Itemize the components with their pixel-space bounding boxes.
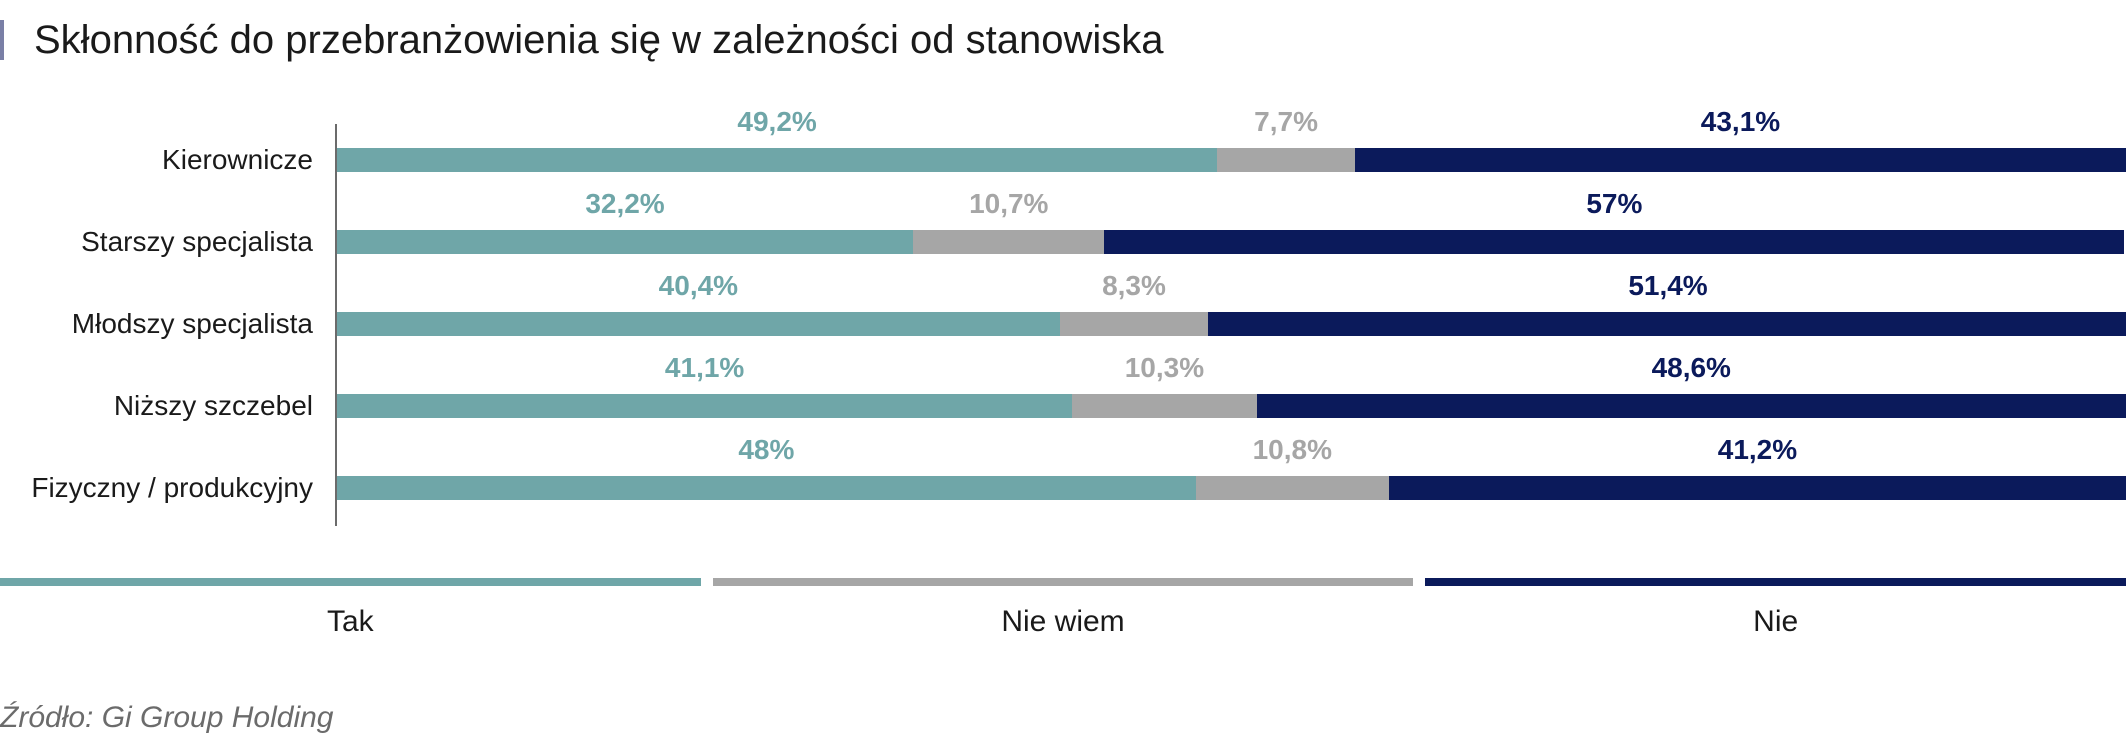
legend-label: Tak [326,605,374,638]
data-label: 48% [738,434,795,465]
source-note: Źródło: Gi Group Holding [0,701,334,734]
data-label: 8,3% [1102,270,1166,301]
category-label: Młodszy specjalista [71,308,313,339]
legend-swatch [0,578,701,586]
data-label: 7,7% [1254,106,1318,137]
data-label: 10,3% [1124,352,1205,383]
data-label: 51,4% [1628,270,1708,301]
bar-segment [337,230,914,254]
chart-title: Skłonność do przebranżowienia się w zale… [34,18,1164,62]
bar-segment [1195,476,1389,500]
bar-segment [1059,312,1209,336]
category-label: Fizyczny / produkcyjny [31,472,313,503]
data-label: 41,1% [664,352,745,383]
category-label: Niższy szczebel [113,390,313,421]
bar-segment [337,312,1060,336]
data-label: 10,8% [1252,434,1333,465]
category-axis-line [335,124,337,526]
legend-swatch [712,578,1414,586]
bar-segment [1217,148,1355,172]
bar-segment [1388,476,2126,500]
title-accent-bar [0,20,4,60]
data-label: 43,1% [1700,106,1781,137]
category-label: Starszy specjalista [81,226,313,257]
bar-segment [1354,148,2126,172]
data-label: 48,6% [1651,352,1731,383]
data-label: 40,4% [658,270,739,301]
bar-segment [337,476,1196,500]
bar-segment [337,394,1073,418]
data-label: 32,2% [585,188,665,219]
category-label: Kierownicze [162,144,313,175]
legend-swatch [1425,578,2126,586]
bar-segment [1208,312,2126,336]
data-label: 49,2% [737,106,817,137]
data-label: 41,2% [1717,434,1798,465]
bar-segment [1256,394,2126,418]
data-label: 10,7% [969,188,1049,219]
legend-label: Nie [1753,605,1799,638]
bar-segment [913,230,1105,254]
data-label: 57% [1586,188,1643,219]
legend-label: Nie wiem [1001,605,1125,638]
bar-segment [1072,394,1257,418]
bar-segment [337,148,1218,172]
bar-segment [1104,230,2125,254]
